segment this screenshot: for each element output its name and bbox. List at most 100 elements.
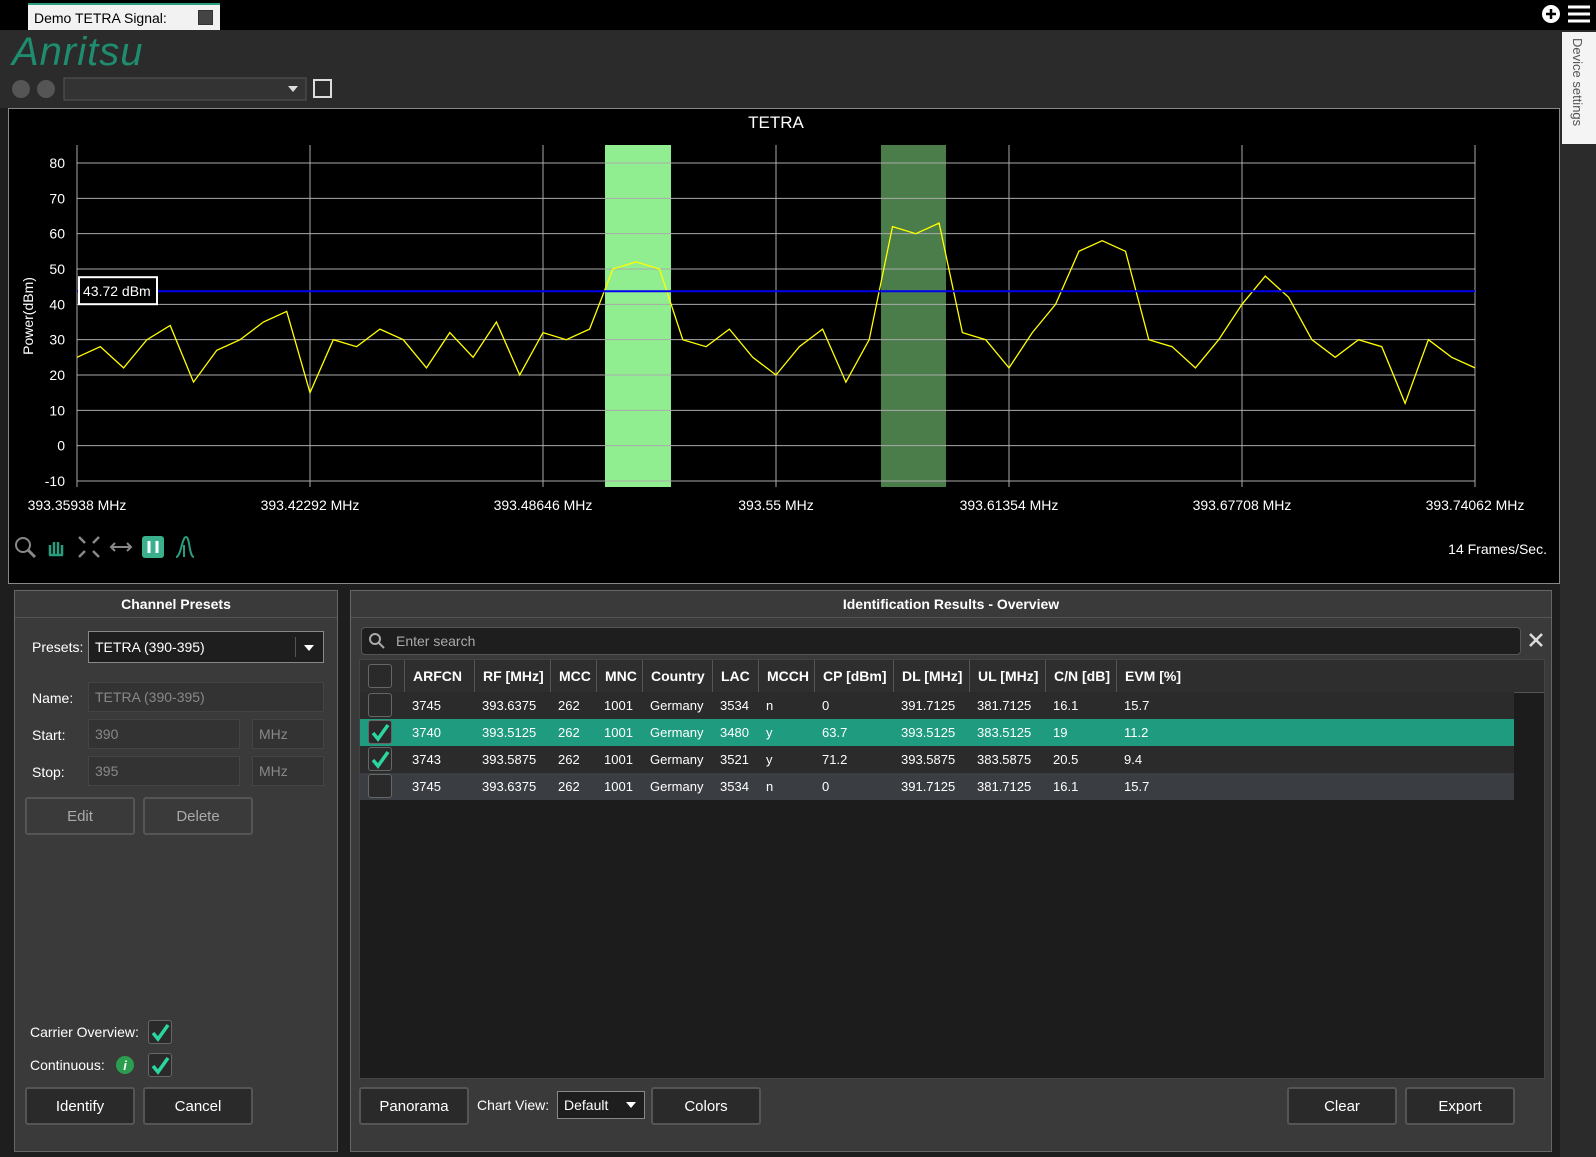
identify-button[interactable]: Identify [25,1087,135,1125]
column-header: DL [MHz] [893,660,969,692]
table-cell: 3480 [720,725,749,740]
x-tick-label: 393.61354 MHz [960,497,1059,513]
y-tick-label: 0 [57,438,65,454]
table-cell: 19 [1053,725,1068,740]
stop-field[interactable]: 395 [88,756,240,786]
svg-text:i: i [123,1058,127,1073]
search-placeholder: Enter search [396,633,476,649]
side-strip [1560,30,1596,1157]
header: Anritsu [0,30,1560,108]
table-cell: 16.1 [1053,779,1079,794]
menu-icon[interactable] [1568,5,1590,23]
x-tick-label: 393.48646 MHz [494,497,593,513]
back-button[interactable] [12,80,30,98]
carrier-overview-checkbox[interactable] [148,1020,172,1044]
pause-button[interactable] [142,536,164,558]
presets-dropdown[interactable]: TETRA (390-395) [88,631,324,663]
table-cell: 3743 [412,752,441,767]
cancel-button[interactable]: Cancel [143,1087,253,1125]
open-button[interactable] [313,79,332,98]
tab-close[interactable] [198,10,213,25]
presets-label: Presets: [32,639,84,655]
table-cell: y [766,752,773,767]
stop-unit-value: MHz [259,763,288,779]
x-tick-label: 393.55 MHz [738,497,813,513]
stop-value: 395 [95,763,119,779]
clear-button[interactable]: Clear [1287,1087,1397,1125]
zoom-tool[interactable] [15,537,37,559]
row-checkbox[interactable] [368,693,392,717]
name-field[interactable]: TETRA (390-395) [88,682,324,712]
checkmark [151,1056,170,1075]
table-cell: 1001 [604,752,633,767]
y-tick-label: 20 [49,367,65,383]
side-tab[interactable]: Device settings [1562,32,1596,144]
history-dropdown[interactable] [63,77,307,101]
start-value: 390 [95,726,119,742]
threshold-label: 43.72 dBm [83,283,151,299]
pan-tool[interactable] [48,542,64,557]
table-cell: 393.5125 [901,725,956,740]
icon [147,541,159,553]
table-cell: 3740 [412,725,441,740]
stop-label: Stop: [32,764,65,780]
icon [26,548,37,559]
table-cell: 0 [822,698,830,713]
search-box[interactable]: Enter search [361,627,1521,655]
x-tick-label: 393.74062 MHz [1426,497,1525,513]
row-checkbox[interactable] [368,774,392,798]
table-cell: Germany [650,698,704,713]
column-header: CP [dBm] [814,660,893,692]
row-checkbox[interactable] [368,720,392,744]
table-cell: 393.5875 [901,752,956,767]
clear-search[interactable] [1527,631,1545,649]
preset-value: TETRA (390-395) [95,639,205,655]
logo: Anritsu [12,30,144,74]
stretch-tool[interactable] [109,542,133,552]
icon [142,536,164,558]
start-field[interactable]: 390 [88,719,240,749]
start-unit[interactable]: MHz [252,719,324,749]
table-cell: Germany [650,779,704,794]
table-row[interactable] [360,719,1514,746]
table-row[interactable] [360,746,1514,773]
stop-unit[interactable]: MHz [252,756,324,786]
header-checkbox[interactable] [368,664,392,688]
table-row[interactable] [360,773,1514,800]
panel-title: Identification Results - Overview [351,591,1551,618]
column-header: LAC [712,660,758,692]
threshold-label-box [78,276,158,306]
column-header: EVM [%] [1116,660,1187,692]
panorama-button[interactable]: Panorama [359,1087,469,1125]
table-cell: 3534 [720,698,749,713]
table-cell: 391.7125 [901,779,956,794]
row-checkbox[interactable] [368,747,392,771]
fit-tool[interactable] [78,536,100,558]
table-cell: 383.5875 [977,752,1032,767]
icon [48,542,64,557]
results-table: ARFCN RF [MHz] MCC MNC Country LAC MCCH CP [dBm… [359,659,1545,1079]
table-header [360,660,1544,693]
table-cell: n [766,698,774,713]
search-icon [369,633,385,649]
export-button[interactable]: Export [1405,1087,1515,1125]
table-cell: 9.4 [1124,752,1143,767]
colors-button[interactable]: Colors [651,1087,761,1125]
name-label: Name: [32,690,74,706]
continuous-checkbox[interactable] [148,1053,172,1077]
column-header: MNC [596,660,642,692]
dropdown-arrow [626,1102,636,1108]
info-icon[interactable]: i [115,1055,135,1075]
table-cell: n [766,779,774,794]
column-header: ARFCN [404,660,474,692]
forward-button[interactable] [37,80,55,98]
tab[interactable]: Demo TETRA Signal: [28,3,220,30]
table-row[interactable] [360,692,1514,719]
chart-view-value: Default [564,1097,609,1113]
peak-tool[interactable] [175,535,195,558]
table-cell: 16.1 [1053,698,1079,713]
table-cell: 262 [558,698,580,713]
edit-button[interactable]: Edit [25,797,135,835]
delete-button[interactable]: Delete [143,797,253,835]
